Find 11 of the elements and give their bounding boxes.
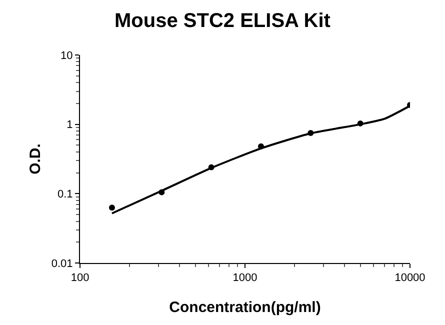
y-tick-label: 0.1 xyxy=(58,188,73,201)
x-tick-label: 1000 xyxy=(232,272,258,284)
y-tick-label: 10 xyxy=(60,50,73,62)
x-tick-label: 100 xyxy=(70,272,90,284)
point xyxy=(108,204,115,211)
x-axis-title: Concentration(pg/ml) xyxy=(169,299,321,316)
y-tick-label: 0.01 xyxy=(51,258,73,270)
y-axis-title: O.D. xyxy=(27,144,44,174)
chart-title: Mouse STC2 ELISA Kit xyxy=(114,10,331,32)
x-tick-label: 10000 xyxy=(394,272,426,284)
y-tick-label: 1 xyxy=(66,119,73,132)
